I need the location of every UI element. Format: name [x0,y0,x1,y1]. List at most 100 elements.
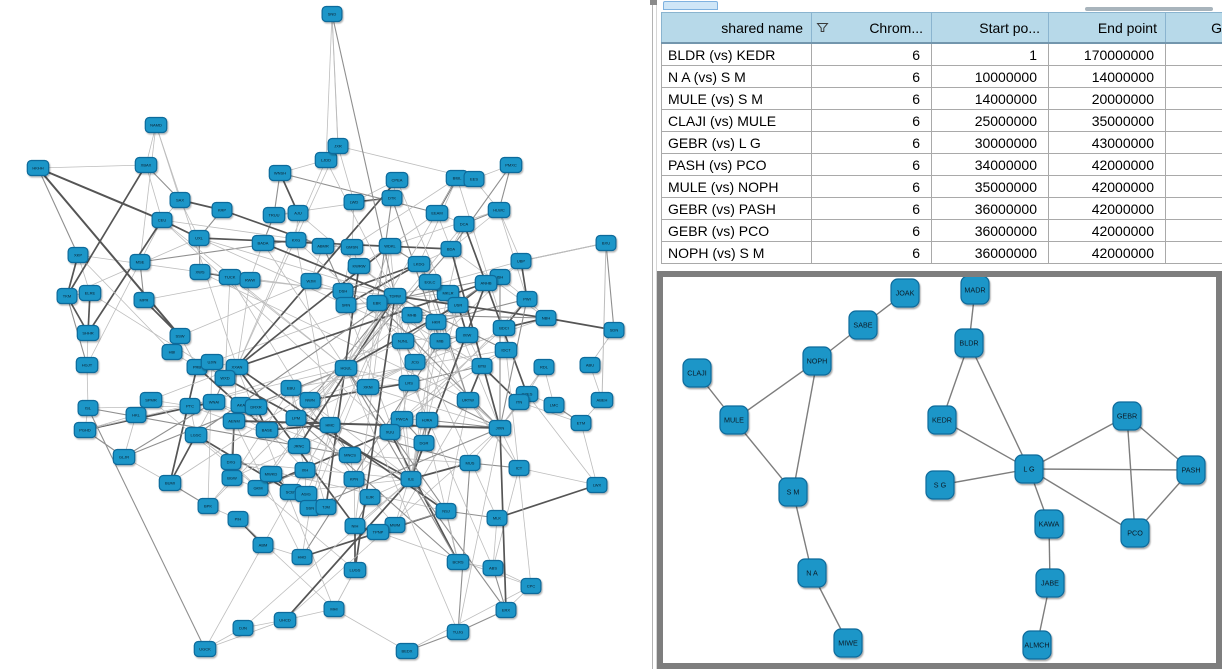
table-row[interactable]: GEBR (vs) PCO636000000420000008.4 [661,219,1222,242]
dense-graph-node[interactable] [385,171,409,189]
table-row[interactable]: BLDR (vs) KEDR61170000000192.0 [661,42,1222,66]
dense-graph-node[interactable] [340,238,364,256]
cell-shared-name[interactable]: CLAJI (vs) MULE [661,109,812,132]
graph-node-PASH[interactable] [1176,455,1206,485]
dense-graph-node[interactable] [227,510,249,528]
dense-graph-node[interactable] [579,356,601,374]
dense-graph-node[interactable] [67,246,89,264]
dense-graph-node[interactable] [366,294,388,312]
graph-node-MULE[interactable] [719,405,749,435]
cell-value[interactable]: 35000000 [1048,109,1166,132]
dense-graph-node[interactable] [311,237,335,255]
dense-graph-node[interactable] [398,374,420,392]
dense-graph-node[interactable] [327,137,349,155]
dense-graph-node[interactable] [202,393,226,411]
dense-graph-node[interactable] [188,229,210,247]
graph-node-CLAJI[interactable] [682,358,712,388]
dense-graph-node[interactable] [319,416,341,434]
graph-node-LG[interactable] [1014,454,1044,484]
graph-node-NA[interactable] [797,558,827,588]
dense-graph-node[interactable] [251,234,275,252]
cell-value[interactable]: 42000000 [1048,175,1166,198]
scrollbar-sliver[interactable] [1085,7,1213,11]
dense-graph-node[interactable] [413,434,435,452]
dense-graph-node[interactable] [535,309,557,327]
graph-edge-LG-GEBR[interactable] [1028,415,1128,470]
dense-graph-node[interactable] [446,553,470,571]
table-row[interactable]: MULE (vs) NOPH6350000004200000010.5 [661,175,1222,198]
column-header[interactable]: Start po... [931,12,1049,44]
dense-graph-node[interactable] [247,479,269,497]
dense-graph-node[interactable] [285,231,307,249]
dense-graph-node[interactable] [400,470,422,488]
graph-edge-LG-PCO[interactable] [1028,468,1136,534]
dense-graph-node[interactable] [220,453,242,471]
cell-value[interactable]: 6.6 [1165,65,1222,88]
cell-value[interactable]: 7.5 [1165,87,1222,110]
cell-value[interactable]: 8.9 [1165,197,1222,220]
dense-graph-node[interactable] [287,437,311,455]
dense-graph-node[interactable] [533,358,555,376]
cell-value[interactable]: 36000000 [931,197,1049,220]
dense-graph-node[interactable] [211,201,233,219]
dense-graph-node[interactable] [404,353,426,371]
dense-graph-node[interactable] [379,423,401,441]
dense-graph-node[interactable] [343,561,367,579]
dense-graph-node[interactable] [356,378,380,396]
cell-value[interactable]: 8.4 [1165,219,1222,242]
graph-node-MIWE[interactable] [833,628,863,658]
dense-graph-node[interactable] [133,291,155,309]
dense-graph-node[interactable] [366,523,390,541]
cell-value[interactable]: 36000000 [931,241,1049,264]
dense-graph-node[interactable] [595,234,617,252]
dense-graph-node[interactable] [425,204,449,222]
cell-value[interactable]: 5.9 [1165,109,1222,132]
cell-value[interactable]: 192.0 [1165,42,1222,66]
dense-graph-node[interactable] [169,191,191,209]
dense-graph-node[interactable] [471,357,493,375]
dense-graph-node[interactable] [343,470,365,488]
table-row[interactable]: NOPH (vs) S M636000000420000009.9 [661,241,1222,264]
graph-edge-GEBR-PCO[interactable] [1126,415,1136,534]
dense-graph-node[interactable] [144,116,168,134]
graph-edge-NOPH-SM[interactable] [792,360,818,493]
dense-graph-node[interactable] [486,509,508,527]
dense-graph-node[interactable] [381,189,403,207]
graph-edge-BLDR-LG[interactable] [968,342,1030,470]
dense-graph-node[interactable] [287,204,309,222]
dense-graph-node[interactable] [492,319,516,337]
table-toolbar-tab[interactable] [663,1,718,10]
cell-value[interactable]: 30000000 [931,131,1049,154]
dense-graph-node[interactable] [508,393,530,411]
dense-graph-node[interactable] [78,284,102,302]
dense-graph-node[interactable] [158,474,182,492]
dense-graph-node[interactable] [273,611,297,629]
dense-graph-node[interactable] [338,446,362,464]
dense-graph-node[interactable] [455,326,479,344]
cell-shared-name[interactable]: N A (vs) S M [661,65,812,88]
cell-shared-name[interactable]: PASH (vs) PCO [661,153,812,176]
graph-node-BLDR[interactable] [954,328,984,358]
dense-graph-node[interactable] [499,156,523,174]
dense-graph-node[interactable] [280,379,302,397]
graph-node-PCO[interactable] [1120,518,1150,548]
graph-node-NOPH[interactable] [802,346,832,376]
dense-graph-node[interactable] [315,498,337,516]
dense-graph-node[interactable] [139,391,163,409]
dense-graph-node[interactable] [494,341,518,359]
dense-graph-node[interactable] [321,5,343,23]
cell-value[interactable]: 43000000 [1048,131,1166,154]
dense-graph-node[interactable] [300,272,322,290]
dense-graph-node[interactable] [334,359,358,377]
graph-node-JABE[interactable] [1035,568,1065,598]
cell-value[interactable]: 16.9 [1165,131,1222,154]
dense-graph-node[interactable] [391,332,415,350]
graph-node-KEDR[interactable] [927,405,957,435]
dense-graph-node[interactable] [429,332,451,350]
dense-graph-node[interactable] [543,396,565,414]
column-header[interactable]: Chrom... [811,12,932,44]
dense-graph-node[interactable] [179,397,201,415]
dense-graph-node[interactable] [214,369,236,387]
cell-value[interactable]: 6 [811,197,932,220]
dense-graph-node[interactable] [482,559,504,577]
